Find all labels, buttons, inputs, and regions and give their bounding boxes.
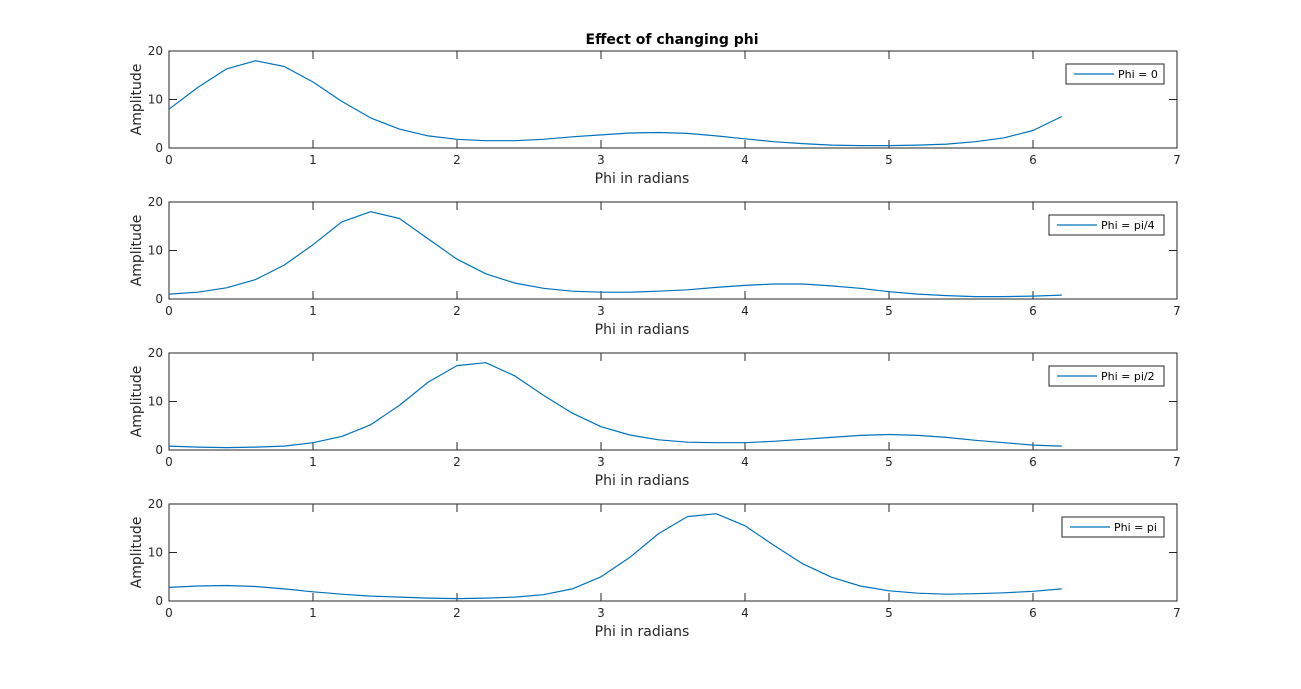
axes-box <box>168 201 1178 300</box>
x-tick-label: 2 <box>453 153 461 167</box>
legend-label: Phi = pi/4 <box>1101 219 1155 232</box>
x-tick-label: 3 <box>597 153 605 167</box>
y-axis-label: Amplitude <box>129 215 145 287</box>
x-tick-label: 0 <box>165 153 173 167</box>
y-tick-label: 20 <box>148 346 163 360</box>
x-tick-label: 1 <box>309 606 317 620</box>
x-tick-label: 6 <box>1029 304 1037 318</box>
legend-label: Phi = pi/2 <box>1101 370 1155 383</box>
x-tick-label: 4 <box>741 606 749 620</box>
x-tick-label: 5 <box>885 455 893 469</box>
legend-box <box>1048 365 1165 387</box>
y-tick-label: 0 <box>155 594 163 608</box>
x-tick-label: 5 <box>885 606 893 620</box>
y-tick-label: 0 <box>155 292 163 306</box>
figure-title: Effect of changing phi <box>586 32 759 48</box>
legend: Phi = pi/4 <box>1048 214 1165 236</box>
x-tick-label: 3 <box>597 304 605 318</box>
x-tick-label: 3 <box>597 455 605 469</box>
legend: Phi = 0 <box>1065 63 1165 85</box>
x-tick-label: 4 <box>741 455 749 469</box>
x-tick-label: 2 <box>453 455 461 469</box>
series-line <box>168 362 1062 449</box>
x-tick-label: 2 <box>453 304 461 318</box>
legend: Phi = pi <box>1061 516 1165 538</box>
axes-box <box>168 50 1178 149</box>
x-tick-label: 6 <box>1029 153 1037 167</box>
x-tick-label: 1 <box>309 304 317 318</box>
legend-box <box>1061 516 1165 538</box>
x-tick-label: 1 <box>309 153 317 167</box>
axes-box <box>168 352 1178 451</box>
legend: Phi = pi/2 <box>1048 365 1165 387</box>
x-tick-label: 0 <box>165 606 173 620</box>
x-tick-label: 1 <box>309 455 317 469</box>
x-tick-label: 6 <box>1029 455 1037 469</box>
y-tick-label: 10 <box>148 93 163 107</box>
x-tick-label: 0 <box>165 455 173 469</box>
x-tick-label: 6 <box>1029 606 1037 620</box>
legend-label: Phi = pi <box>1114 521 1157 534</box>
x-axis-label: Phi in radians <box>595 624 690 640</box>
y-tick-label: 20 <box>148 497 163 511</box>
x-tick-label: 7 <box>1173 606 1181 620</box>
y-tick-label: 10 <box>148 395 163 409</box>
series-line <box>168 211 1062 298</box>
x-axis-label: Phi in radians <box>595 322 690 338</box>
y-axis-label: Amplitude <box>129 64 145 136</box>
legend-box <box>1065 63 1165 85</box>
subplot-4: 0 1 2 3 4 5 6 7 0 10 20 Phi in radians Amplitude Phi … <box>129 497 1181 640</box>
x-tick-label: 7 <box>1173 153 1181 167</box>
series-line <box>168 60 1063 147</box>
x-axis-label: Phi in radians <box>595 473 690 489</box>
legend-label: Phi = 0 <box>1118 68 1158 81</box>
subplot-1: 0 1 2 3 4 5 6 7 0 10 20 Phi in radians Amplitude Phi … <box>129 44 1181 187</box>
subplot-3: 0 1 2 3 4 5 6 7 0 10 20 Phi in radians Amplitude Phi … <box>129 346 1181 489</box>
y-tick-label: 0 <box>155 443 163 457</box>
axes-box <box>168 503 1178 602</box>
x-tick-label: 2 <box>453 606 461 620</box>
x-tick-label: 5 <box>885 304 893 318</box>
y-tick-label: 10 <box>148 546 163 560</box>
y-tick-label: 20 <box>148 195 163 209</box>
legend-box <box>1048 214 1165 236</box>
x-tick-label: 7 <box>1173 455 1181 469</box>
subplot-2: 0 1 2 3 4 5 6 7 0 10 20 Phi in radians Amplitude Phi … <box>129 195 1181 338</box>
x-tick-label: 7 <box>1173 304 1181 318</box>
x-axis-label: Phi in radians <box>595 171 690 187</box>
y-tick-label: 0 <box>155 141 163 155</box>
y-tick-label: 20 <box>148 44 163 58</box>
series-line <box>168 513 1062 600</box>
x-tick-label: 0 <box>165 304 173 318</box>
x-tick-label: 3 <box>597 606 605 620</box>
x-tick-label: 4 <box>741 153 749 167</box>
y-tick-label: 10 <box>148 244 163 258</box>
y-axis-label: Amplitude <box>129 517 145 589</box>
x-tick-label: 4 <box>741 304 749 318</box>
y-axis-label: Amplitude <box>129 366 145 438</box>
x-tick-label: 5 <box>885 153 893 167</box>
